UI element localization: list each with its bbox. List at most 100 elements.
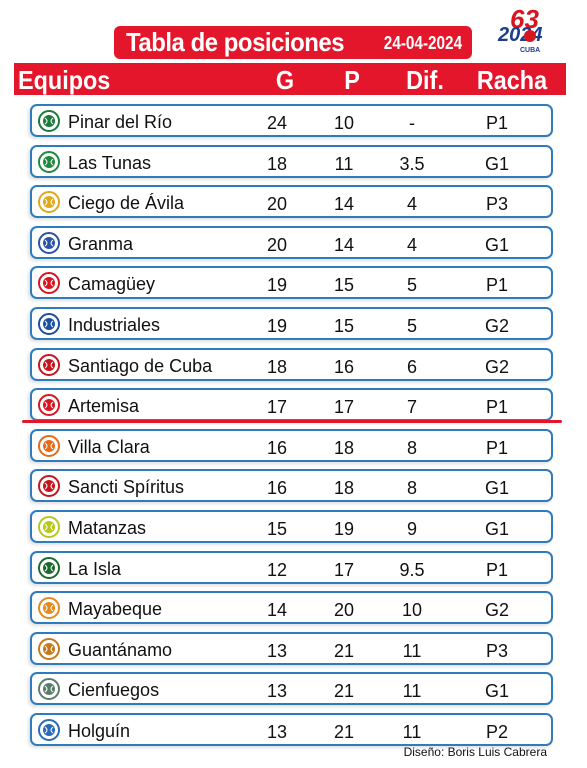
table-row: Pinar del Río 24 10 - P1 [30,104,553,137]
wins-cell: 17 [266,397,288,417]
losses-cell: 17 [333,560,355,580]
losses-cell: 15 [333,316,355,336]
table-row: Las Tunas 18 11 3.5 G1 [30,145,553,178]
difference-cell: 5 [406,275,417,295]
design-credit: Diseño: Boris Luis Cabrera [403,745,547,759]
wins-cell: 13 [266,641,288,661]
table-row: Industriales 19 15 5 G2 [30,307,553,340]
table-header: Equipos G P Dif. Racha [14,63,566,95]
team-name: Artemisa [68,396,140,416]
las-tunas-logo-icon [38,151,60,173]
industriales-logo-icon [38,313,60,335]
losses-cell: 18 [333,478,355,498]
streak-cell: P1 [485,397,509,417]
losses-cell: 15 [333,275,355,295]
difference-cell: - [409,113,415,133]
difference-cell: 9 [406,519,417,539]
matanzas-logo-icon [38,516,60,538]
difference-cell: 11 [402,641,422,661]
difference-cell: 5 [406,316,417,336]
losses-cell: 17 [333,397,355,417]
title-banner: Tabla de posiciones 24-04-2024 [114,26,472,59]
difference-cell: 10 [401,600,423,620]
wins-cell: 12 [266,560,288,580]
losses-cell: 18 [333,438,355,458]
difference-cell: 8 [406,478,417,498]
streak-cell: P1 [485,275,509,295]
streak-cell: P3 [485,641,509,661]
streak-cell: G2 [484,600,509,620]
logo-country: CUBA [520,47,541,54]
wins-cell: 15 [266,519,288,539]
table-row: Guantánamo 13 21 11 P3 [30,632,553,665]
table-row: Camagüey 19 15 5 P1 [30,266,553,299]
wins-cell: 18 [266,357,288,377]
artemisa-logo-icon [38,394,60,416]
streak-cell: P3 [485,194,509,214]
wins-cell: 13 [266,722,288,742]
difference-cell: 4 [406,194,417,214]
villa-clara-logo-icon [38,435,60,457]
wins-cell: 19 [266,316,288,336]
team-name: Sancti Spíritus [68,477,185,497]
losses-cell: 16 [333,357,355,377]
difference-cell: 11 [402,722,422,742]
holguin-logo-icon [38,719,60,741]
team-name: Santiago de Cuba [68,356,213,376]
playoff-cut-line [22,420,562,423]
guantanamo-logo-icon [38,638,60,660]
cienfuegos-logo-icon [38,678,60,700]
streak-cell: G1 [484,681,509,701]
team-name: Las Tunas [68,153,152,173]
team-name: Matanzas [68,518,147,538]
wins-cell: 19 [266,275,288,295]
header-team: Equipos [18,65,111,95]
table-row: Cienfuegos 13 21 11 G1 [30,672,553,705]
wins-cell: 16 [266,478,288,498]
losses-cell: 11 [334,154,354,174]
ciego-logo-icon [38,191,60,213]
header-streak: Racha [476,65,548,95]
difference-cell: 8 [406,438,417,458]
losses-cell: 21 [333,681,355,701]
wins-cell: 20 [266,235,288,255]
streak-cell: P2 [485,722,509,742]
table-row: Sancti Spíritus 16 18 8 G1 [30,469,553,502]
date-label: 24-04-2024 [383,33,462,53]
table-row: Villa Clara 16 18 8 P1 [30,429,553,462]
page-title: Tabla de posiciones [126,27,345,57]
team-name: Pinar del Río [68,112,173,132]
la-isla-logo-icon [38,557,60,579]
pinar-logo-icon [38,110,60,132]
wins-cell: 16 [266,438,288,458]
difference-cell: 11 [402,681,422,701]
table-row: Artemisa 17 17 7 P1 [30,388,553,421]
streak-cell: G1 [484,519,509,539]
table-row: Ciego de Ávila 20 14 4 P3 [30,185,553,218]
table-row: Mayabeque 14 20 10 G2 [30,591,553,624]
losses-cell: 14 [333,194,355,214]
losses-cell: 21 [333,722,355,742]
streak-cell: G1 [484,235,509,255]
streak-cell: P1 [485,438,509,458]
santiago-logo-icon [38,354,60,376]
table-row: Holguín 13 21 11 P2 [30,713,553,746]
difference-cell: 4 [406,235,417,255]
losses-cell: 10 [333,113,355,133]
team-name: Ciego de Ávila [68,193,185,213]
losses-cell: 19 [333,519,355,539]
table-row: Granma 20 14 4 G1 [30,226,553,259]
difference-cell: 7 [406,397,417,417]
team-name: Camagüey [68,274,156,294]
team-name: Villa Clara [68,437,150,457]
table-row: La Isla 12 17 9.5 P1 [30,551,553,584]
team-name: Guantánamo [68,640,173,660]
difference-cell: 6 [406,357,417,377]
streak-cell: G2 [484,357,509,377]
team-name: Granma [68,234,134,254]
granma-logo-icon [38,232,60,254]
wins-cell: 24 [266,113,288,133]
losses-cell: 21 [333,641,355,661]
table-row: Matanzas 15 19 9 G1 [30,510,553,543]
header-losses: P [344,65,360,95]
